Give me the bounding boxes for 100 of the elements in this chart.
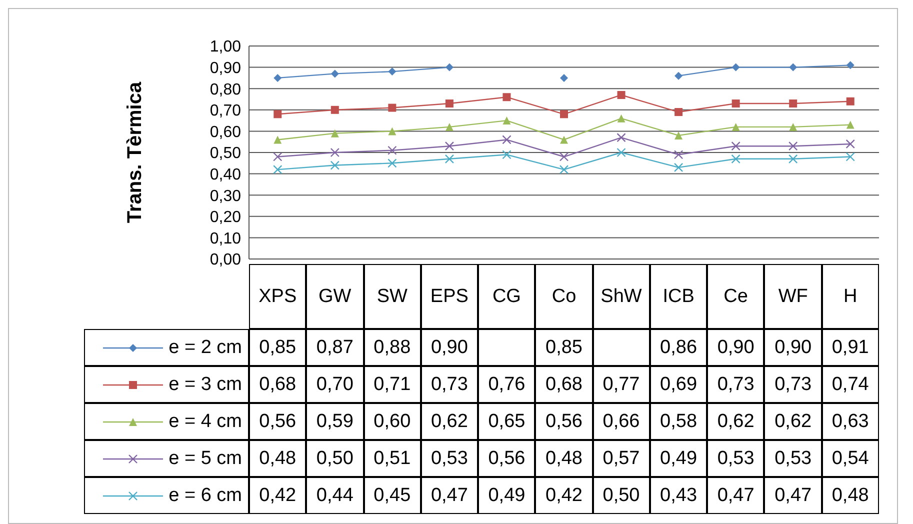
y-tick-label: 1,00 <box>210 38 242 56</box>
point <box>559 164 569 174</box>
legend-label: e = 4 cm <box>168 410 242 432</box>
point <box>788 142 798 151</box>
point <box>330 160 340 170</box>
data-label: 0,62 <box>707 403 764 440</box>
point <box>560 74 568 82</box>
point <box>273 164 282 174</box>
data-label: 0,57 <box>592 440 650 477</box>
data-label: 0,90 <box>707 329 764 366</box>
point <box>445 122 454 131</box>
point <box>444 142 454 151</box>
data-label: 0,73 <box>764 366 822 403</box>
point <box>330 106 339 114</box>
data-label: 0,90 <box>764 329 822 366</box>
point <box>617 114 626 122</box>
data-label: 0,91 <box>822 329 879 366</box>
point <box>732 122 740 131</box>
data-label: 0,48 <box>535 440 593 477</box>
data-label: 0,47 <box>707 477 764 514</box>
point <box>846 120 854 129</box>
data-label: 0,74 <box>822 366 879 403</box>
point <box>502 93 511 102</box>
x-tick-label: EPS <box>420 264 478 329</box>
data-label: 0,45 <box>364 477 421 514</box>
data-label: 0,43 <box>650 477 708 514</box>
point <box>789 100 798 108</box>
data-label: 0,87 <box>306 329 364 366</box>
point <box>616 148 626 158</box>
x-tick-label: XPS <box>249 264 306 329</box>
y-tick-label: 0,40 <box>210 166 242 184</box>
legend-label: e = 6 cm <box>168 484 242 506</box>
x-tick-label: ShW <box>592 264 650 329</box>
data-label: 0,59 <box>306 403 364 440</box>
x-tick-label: CG <box>478 264 536 329</box>
data-label: 0,47 <box>764 477 822 514</box>
point <box>674 72 683 80</box>
y-tick-label: 0,70 <box>210 102 242 120</box>
x-tick-label: GW <box>306 264 364 329</box>
data-label: 0,56 <box>249 403 306 440</box>
data-label: 0,86 <box>650 329 708 366</box>
point <box>731 142 740 151</box>
data-label: 0,54 <box>822 440 879 477</box>
point <box>732 63 740 72</box>
point <box>388 104 396 112</box>
y-axis-title: Trans. Tèrmica <box>124 81 146 224</box>
y-tick-label: 0,80 <box>210 81 242 98</box>
point <box>445 100 454 108</box>
data-label: 0,66 <box>592 403 650 440</box>
data-label: 0,71 <box>364 366 421 403</box>
data-label: 0,85 <box>535 329 593 366</box>
point <box>274 136 282 144</box>
data-label: 0,58 <box>650 403 708 440</box>
x-tick-label: WF <box>764 264 822 329</box>
point <box>388 158 397 168</box>
y-tick-label: 0,50 <box>210 145 242 162</box>
data-label: 0,53 <box>764 440 822 477</box>
data-label: 0,68 <box>535 366 593 403</box>
data-label: 0,62 <box>764 403 822 440</box>
point <box>330 148 340 158</box>
data-label: 0,76 <box>478 366 536 403</box>
data-label: 0,50 <box>592 477 650 514</box>
data-label: 0,53 <box>420 440 478 477</box>
y-tick-label: 0,60 <box>210 124 242 141</box>
point <box>330 70 339 78</box>
point <box>846 152 855 162</box>
x-tick-label: ICB <box>650 264 708 329</box>
point <box>388 146 397 155</box>
point <box>789 122 798 131</box>
point <box>388 127 396 136</box>
data-label: 0,53 <box>707 440 764 477</box>
data-label: 0,42 <box>535 477 593 514</box>
point <box>617 90 626 99</box>
data-label: 0,90 <box>420 329 478 366</box>
data-label: 0,56 <box>478 440 536 477</box>
point <box>731 154 740 164</box>
point <box>445 63 454 72</box>
point <box>560 110 568 118</box>
data-label: 0,70 <box>306 366 364 403</box>
point <box>788 154 798 164</box>
data-label: 0,48 <box>822 477 879 514</box>
point <box>846 139 855 149</box>
y-tick-label: 0,20 <box>210 209 242 226</box>
data-label: 0,65 <box>478 403 536 440</box>
x-tick-label: SW <box>364 264 421 329</box>
point <box>846 97 854 106</box>
data-label: 0,69 <box>650 366 708 403</box>
legend-label: e = 5 cm <box>168 448 242 470</box>
data-label: 0,85 <box>249 329 306 366</box>
data-label: 0,51 <box>364 440 421 477</box>
point <box>674 162 684 172</box>
point <box>789 63 798 72</box>
point <box>388 68 396 76</box>
point <box>616 132 626 142</box>
data-label: 0,88 <box>364 329 421 366</box>
point <box>559 152 569 162</box>
point <box>560 136 568 144</box>
data-label: 0,44 <box>306 477 364 514</box>
data-label: 0,68 <box>249 366 306 403</box>
data-label: 0,73 <box>707 366 764 403</box>
